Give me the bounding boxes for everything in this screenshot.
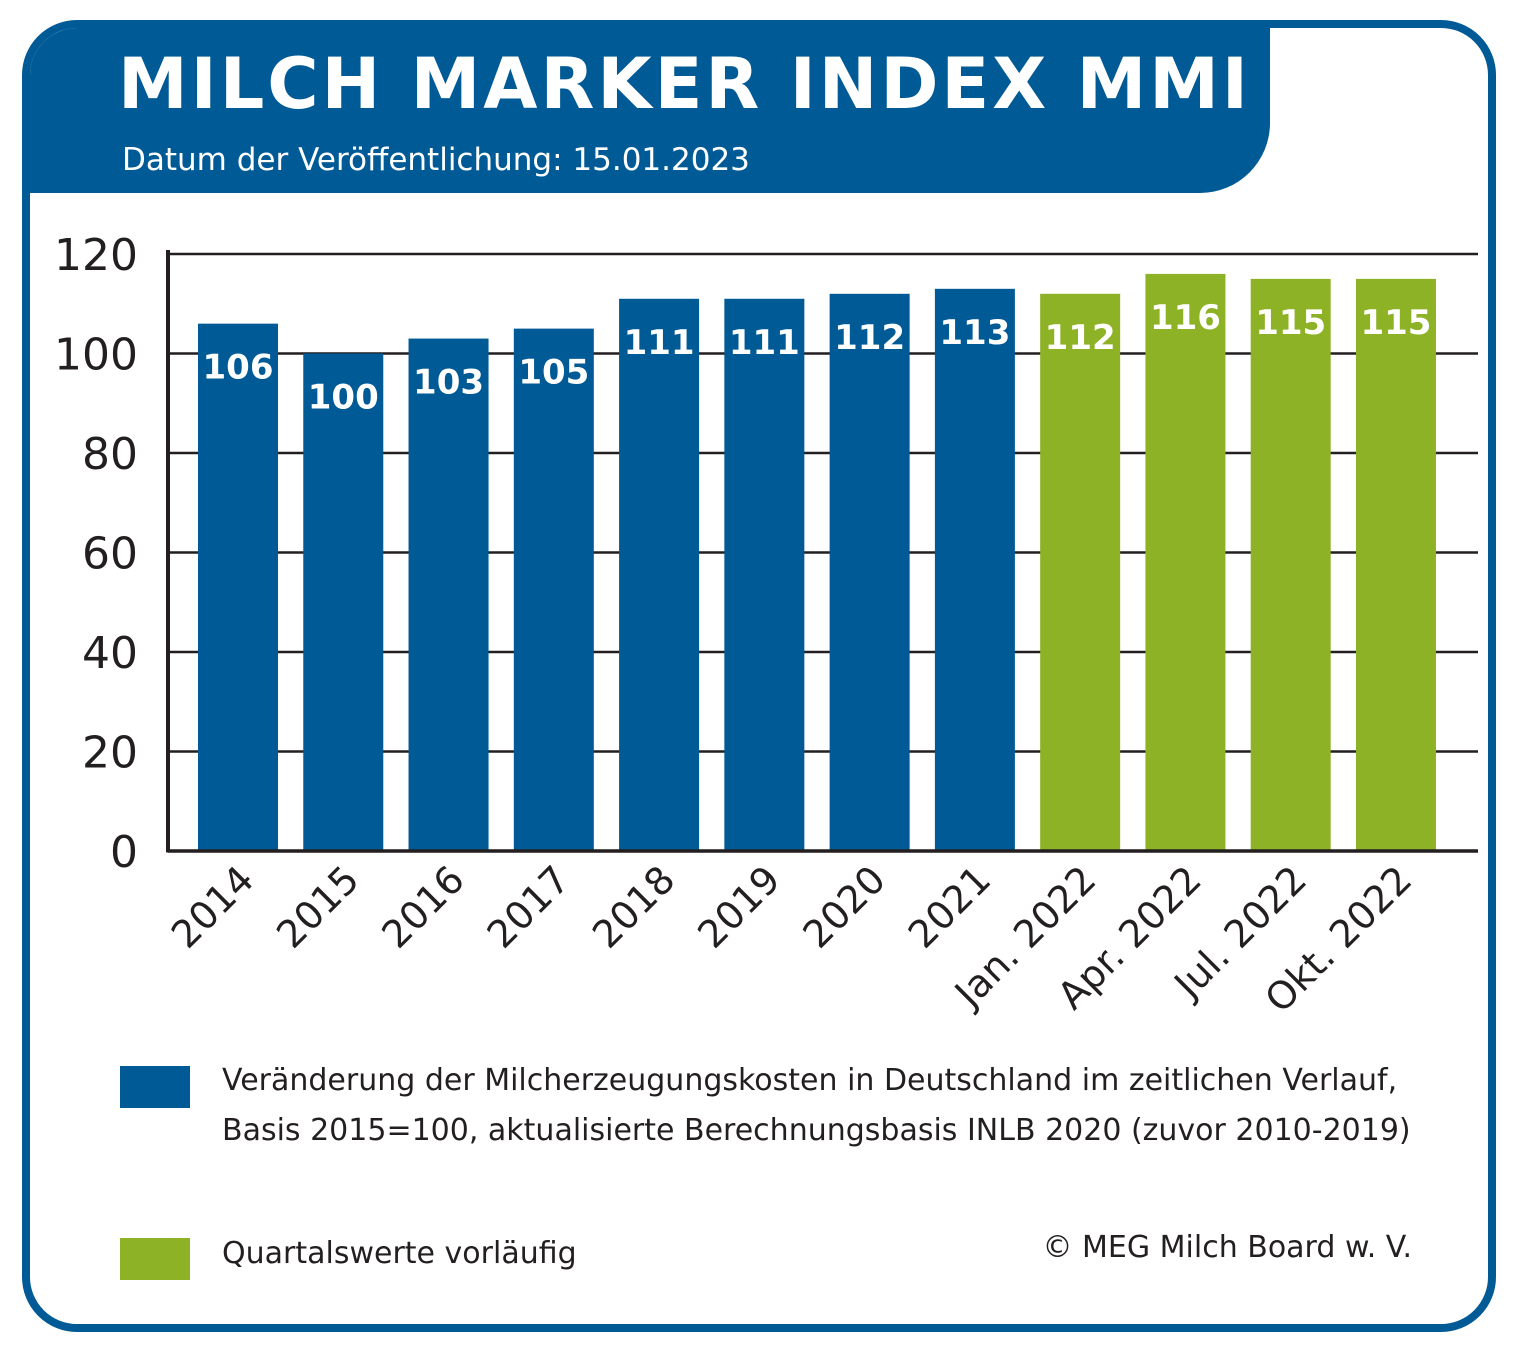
bar-value-label: 116 [1150, 298, 1221, 338]
x-tick-label: 2014 [163, 857, 263, 957]
x-tick-label: 2017 [479, 857, 579, 957]
y-tick-label: 40 [82, 628, 138, 679]
x-tick-label: 2021 [900, 857, 1000, 957]
y-tick-label: 0 [110, 827, 138, 878]
y-tick-label: 60 [82, 529, 138, 580]
x-tick-label: 2016 [373, 857, 473, 957]
bar [198, 323, 278, 851]
bar-value-label: 105 [518, 353, 589, 393]
x-tick-label: 2015 [268, 857, 368, 957]
bar-value-label: 112 [834, 318, 905, 358]
copyright-notice: © MEG Milch Board w. V. [1042, 1230, 1412, 1265]
bar-value-label: 111 [729, 323, 800, 363]
legend-label-annual: Veränderung der Milcherzeugungskosten in… [222, 1063, 1411, 1148]
bar-value-label: 106 [203, 348, 274, 388]
publication-date: Datum der Veröffentlichung: 15.01.2023 [122, 142, 750, 178]
bar [829, 293, 910, 851]
bar-value-label: 111 [624, 323, 695, 363]
page-title: MILCH MARKER INDEX MMI [118, 43, 1251, 125]
bar [1250, 278, 1331, 851]
x-tick-label: 2020 [794, 857, 894, 957]
bar-value-label: 112 [1045, 318, 1116, 358]
x-tick-label: 2018 [584, 857, 684, 957]
y-tick-label: 20 [82, 728, 138, 779]
y-tick-label: 100 [54, 330, 138, 381]
bar [303, 353, 384, 851]
y-tick-label: 80 [82, 429, 138, 480]
bar [1145, 273, 1226, 851]
bar [1040, 293, 1121, 851]
bar-value-label: 100 [308, 378, 379, 418]
bar [934, 288, 1015, 851]
bar-value-label: 115 [1255, 303, 1326, 343]
x-tick-label: 2019 [689, 857, 789, 957]
bar [408, 338, 489, 851]
y-tick-label: 120 [54, 230, 138, 281]
bar-value-label: 103 [413, 363, 484, 403]
bar [724, 298, 805, 851]
legend-label-quarterly: Quartalswerte vorläufig [222, 1236, 577, 1271]
bar-value-label: 115 [1360, 303, 1431, 343]
bar [619, 298, 700, 851]
legend-swatch-annual [120, 1066, 190, 1108]
bar [513, 328, 594, 851]
bar [1355, 278, 1436, 851]
header-banner: MILCH MARKER INDEX MMI Datum der Veröffe… [30, 28, 1270, 193]
legend-swatch-quarterly [120, 1238, 190, 1280]
bar-value-label: 113 [939, 313, 1010, 353]
